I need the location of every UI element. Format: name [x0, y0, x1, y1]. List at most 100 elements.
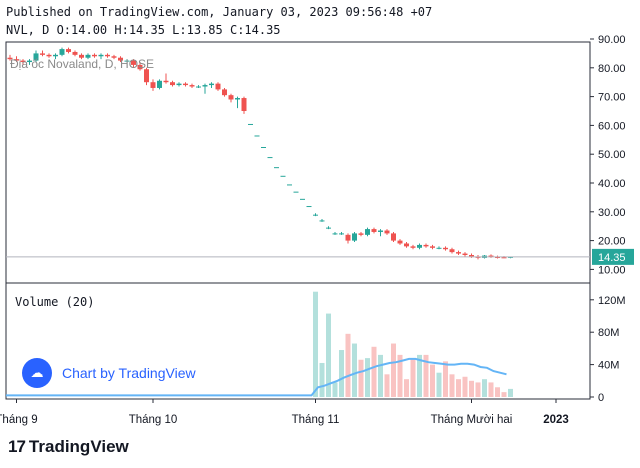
- volume-bar: [488, 382, 494, 397]
- candle: [358, 231, 364, 237]
- volume-title: Volume (20): [15, 295, 94, 309]
- volume-bar: [410, 358, 416, 397]
- candle: [339, 231, 344, 235]
- volume-bar: [436, 372, 442, 397]
- volume-bar: [352, 343, 357, 397]
- candle: [293, 191, 299, 193]
- published-header: Published on TradingView.com, January 03…: [6, 5, 433, 19]
- candle: [261, 147, 266, 148]
- candle: [7, 54, 13, 61]
- candle: [378, 229, 383, 237]
- candle: [391, 231, 396, 243]
- candle: [215, 82, 221, 91]
- volume-bar: [397, 354, 403, 397]
- candle: [306, 206, 312, 208]
- volume-bar: [462, 376, 468, 397]
- candle: [137, 62, 143, 71]
- x-tick-label: Tháng 10: [129, 414, 178, 426]
- volume-bar: [417, 354, 422, 397]
- candle: [40, 50, 45, 57]
- candle: [248, 123, 253, 125]
- volume-tick-label: 40M: [598, 360, 619, 372]
- volume-bar: [326, 313, 331, 397]
- candle: [326, 226, 331, 230]
- volume-bar: [339, 350, 344, 397]
- candle: [228, 93, 234, 103]
- price-tick-label: 10.00: [598, 264, 626, 276]
- candle: [183, 82, 188, 87]
- volume-tick-label: 120M: [598, 295, 626, 307]
- candle: [280, 175, 286, 177]
- ohlc-header: NVL, D O:14.00 H:14.35 L:13.85 C:14.35: [6, 23, 281, 37]
- price-tick-label: 30.00: [598, 207, 626, 219]
- price-tick-label: 50.00: [598, 149, 626, 161]
- candle: [163, 73, 169, 84]
- brand-text: TradingView: [28, 437, 129, 456]
- candle: [59, 47, 65, 57]
- candle: [365, 227, 370, 237]
- watermark-text: Chart by TradingView: [62, 365, 196, 381]
- candle: [235, 96, 240, 109]
- candle: [449, 247, 455, 254]
- candle: [111, 54, 117, 60]
- candle: [72, 50, 78, 57]
- candle: [20, 59, 26, 65]
- volume-bar: [313, 291, 318, 397]
- volume-bar: [423, 354, 429, 397]
- volume-bar: [456, 379, 461, 397]
- candle: [27, 59, 32, 65]
- volume-bar: [391, 343, 396, 397]
- volume-bar: [332, 382, 338, 397]
- price-tick-label: 40.00: [598, 178, 626, 190]
- volume-bar: [482, 379, 487, 397]
- last-price-label: 14.35: [598, 252, 626, 264]
- chart-watermark[interactable]: ☁ Chart by TradingView: [22, 358, 196, 388]
- candle: [267, 157, 273, 159]
- volume-bar: [319, 362, 325, 397]
- volume-bar: [501, 392, 507, 397]
- x-tick-label: 2023: [543, 414, 569, 426]
- volume-bar: [430, 364, 435, 397]
- candle: [66, 47, 71, 54]
- price-tick-label: 80.00: [598, 63, 626, 75]
- tradingview-brand[interactable]: 17 TradingView: [8, 437, 129, 457]
- last-price-badge: [592, 248, 634, 265]
- volume-bar: [508, 388, 513, 397]
- candle: [300, 198, 305, 200]
- tradingview-cloud-icon: ☁: [22, 358, 52, 388]
- candle: [144, 67, 149, 86]
- volume-tick-label: 0: [598, 392, 604, 404]
- candle: [79, 53, 84, 60]
- volume-bar: [371, 346, 377, 397]
- volume-bar: [449, 374, 455, 397]
- candle: [319, 219, 325, 222]
- volume-bar: [384, 374, 390, 397]
- volume-bar: [495, 387, 500, 397]
- candle: [371, 227, 377, 234]
- candle: [423, 243, 429, 248]
- candle: [417, 243, 422, 250]
- candle: [124, 59, 130, 63]
- candle: [222, 87, 227, 97]
- candle: [33, 50, 39, 63]
- candle: [118, 56, 123, 63]
- candle: [436, 246, 442, 250]
- candle: [241, 96, 247, 114]
- x-tick-label: Tháng 9: [0, 414, 38, 426]
- candle: [131, 59, 136, 68]
- candle: [85, 53, 91, 60]
- candle: [287, 184, 292, 186]
- volume-bar: [345, 333, 351, 397]
- candle: [176, 82, 182, 87]
- candle: [46, 53, 52, 58]
- volume-bar: [475, 382, 481, 397]
- candle: [410, 244, 416, 250]
- candle: [274, 167, 279, 169]
- candle: [254, 135, 260, 137]
- candle: [53, 53, 58, 60]
- candle: [14, 56, 19, 63]
- candle: [352, 231, 357, 243]
- candle: [404, 242, 409, 248]
- volume-bar: [365, 358, 370, 397]
